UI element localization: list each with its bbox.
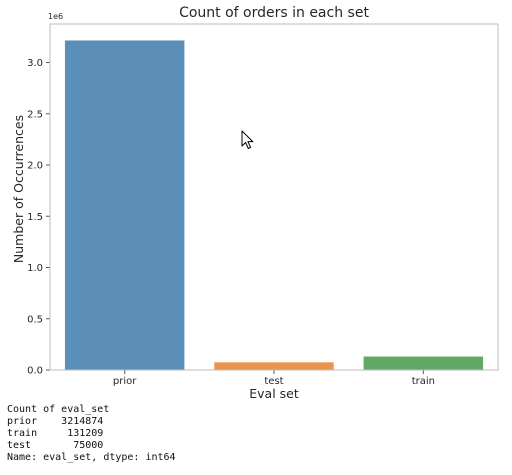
mouse-pointer-icon [241,130,254,149]
y-tick-label: 2.5 [27,109,43,120]
x-tick-label: train [412,376,435,387]
bar-prior [64,40,185,370]
output-line: test 75000 [7,440,104,452]
y-tick-label: 1.5 [27,212,43,223]
bar-train [363,356,484,370]
y-tick-label: 3.0 [27,58,43,69]
bars [64,40,484,370]
x-axis-label: Eval set [249,386,299,401]
bar-test [214,362,334,370]
y-offset-label: 1e6 [48,12,63,21]
y-axis-ticks: 0.0 0.5 1.0 1.5 2.0 2.5 3.0 [27,58,50,377]
y-tick-label: 1.0 [27,263,43,274]
x-tick-label: prior [113,376,137,387]
y-tick-label: 2.0 [27,161,43,172]
x-tick-label: test [264,376,283,387]
y-tick-label: 0.5 [27,314,43,325]
plot-frame [49,23,499,371]
output-line: train 131209 [7,428,104,440]
y-axis-label: Number of Occurrences [11,115,26,263]
output-line: Name: eval_set, dtype: int64 [7,452,176,464]
chart-title: Count of orders in each set [179,5,369,21]
x-axis-ticks: prior test train [113,370,435,387]
console-output: Count of eval_set prior 3214874 train 13… [7,404,176,464]
output-line: Count of eval_set [7,404,110,415]
output-line: prior 3214874 [7,416,104,428]
bar-chart: Count of orders in each set 1e6 Number o… [11,5,499,401]
y-tick-label: 0.0 [27,366,43,377]
